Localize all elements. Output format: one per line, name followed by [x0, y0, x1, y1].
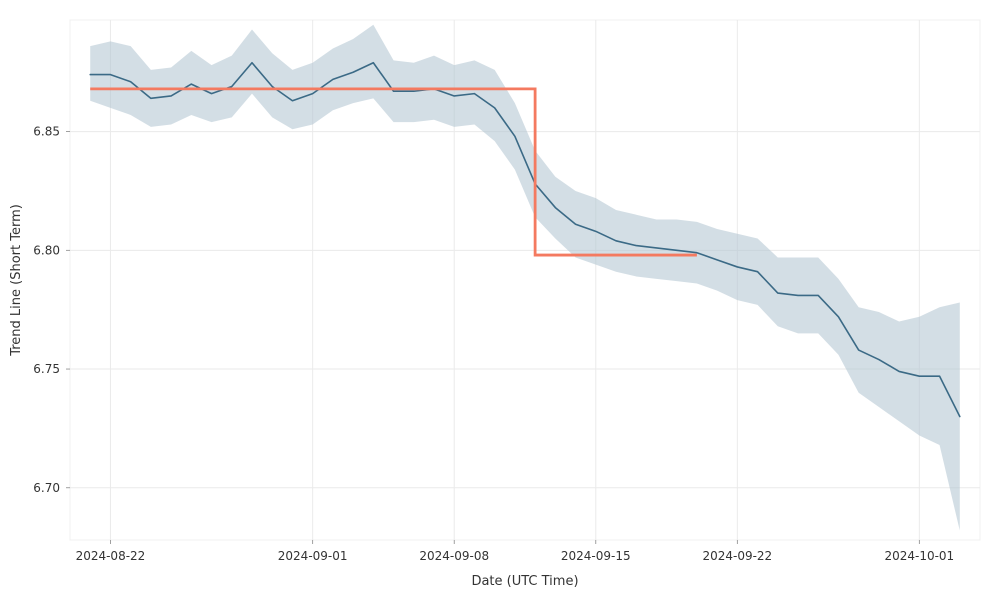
- x-tick-label: 2024-09-01: [278, 549, 348, 563]
- x-tick-label: 2024-09-08: [419, 549, 489, 563]
- y-tick-label: 6.75: [33, 362, 60, 376]
- x-tick-label: 2024-10-01: [884, 549, 954, 563]
- y-tick-label: 6.80: [33, 243, 60, 257]
- chart-svg: 2024-08-22 2024-09-01 2024-09-08 2024-09-15…: [0, 0, 1000, 600]
- y-tick-label: 6.85: [33, 125, 60, 139]
- x-tick-label: 2024-09-15: [561, 549, 631, 563]
- y-tick-label: 6.70: [33, 481, 60, 495]
- x-axis-label: Date (UTC Time): [471, 574, 578, 589]
- x-tick-label: 2024-09-22: [702, 549, 772, 563]
- trend-line-chart: 2024-08-22 2024-09-01 2024-09-08 2024-09-15…: [0, 0, 1000, 600]
- y-axis-label: Trend Line (Short Term): [9, 204, 24, 357]
- x-tick-label: 2024-08-22: [76, 549, 146, 563]
